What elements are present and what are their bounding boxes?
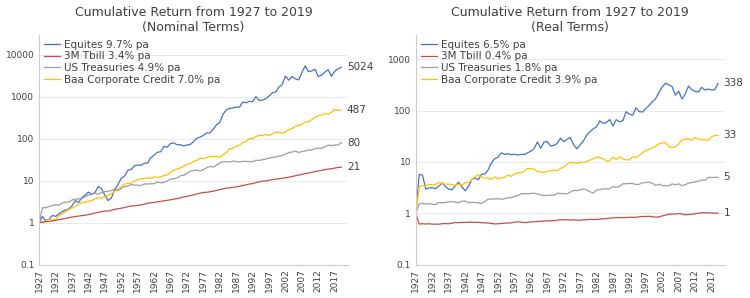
Baa Corporate Credit 7.0% pa: [186, 162, 195, 165]
Equites 6.5% pa: [412, 212, 421, 215]
Baa Corporate Credit 3.9% pa: [451, 183, 460, 187]
Text: 5: 5: [724, 172, 730, 182]
Equites 9.7% pa: [301, 64, 310, 68]
Equites 6.5% pa: [460, 189, 470, 193]
US Treasuries 4.9% pa: [84, 193, 93, 197]
Equites 6.5% pa: [562, 138, 572, 141]
Line: Baa Corporate Credit 3.9% pa: Baa Corporate Credit 3.9% pa: [416, 135, 718, 213]
Baa Corporate Credit 3.9% pa: [474, 173, 483, 176]
Equites 6.5% pa: [651, 97, 660, 100]
Baa Corporate Credit 3.9% pa: [562, 162, 572, 166]
3M Tbill 3.4% pa: [274, 177, 284, 181]
US Treasuries 4.9% pa: [186, 169, 195, 173]
3M Tbill 3.4% pa: [337, 165, 346, 169]
Baa Corporate Credit 7.0% pa: [34, 221, 44, 224]
Equites 9.7% pa: [186, 143, 195, 146]
3M Tbill 0.4% pa: [454, 221, 463, 224]
US Treasuries 1.8% pa: [451, 200, 460, 204]
Line: US Treasuries 1.8% pa: US Treasuries 1.8% pa: [416, 177, 718, 213]
3M Tbill 3.4% pa: [244, 182, 254, 186]
Equites 9.7% pa: [74, 201, 83, 204]
Equites 9.7% pa: [34, 221, 44, 224]
Text: 487: 487: [346, 105, 367, 115]
Baa Corporate Credit 3.9% pa: [460, 181, 470, 184]
Baa Corporate Credit 7.0% pa: [330, 108, 339, 111]
Equites 6.5% pa: [713, 82, 722, 85]
Baa Corporate Credit 7.0% pa: [337, 108, 346, 112]
US Treasuries 1.8% pa: [704, 176, 712, 179]
3M Tbill 3.4% pa: [74, 214, 83, 218]
Line: Equites 6.5% pa: Equites 6.5% pa: [416, 83, 718, 213]
Line: Equites 9.7% pa: Equites 9.7% pa: [39, 66, 341, 223]
US Treasuries 4.9% pa: [337, 141, 346, 145]
Text: 5024: 5024: [346, 62, 374, 72]
US Treasuries 1.8% pa: [474, 201, 483, 205]
Legend: Equites 9.7% pa, 3M Tbill 3.4% pa, US Treasuries 4.9% pa, Baa Corporate Credit 7: Equites 9.7% pa, 3M Tbill 3.4% pa, US Tr…: [44, 40, 220, 85]
3M Tbill 0.4% pa: [713, 212, 722, 215]
Baa Corporate Credit 7.0% pa: [84, 200, 93, 203]
Equites 9.7% pa: [84, 190, 93, 194]
3M Tbill 0.4% pa: [464, 221, 473, 224]
US Treasuries 4.9% pa: [274, 154, 284, 158]
Equites 9.7% pa: [244, 100, 254, 103]
3M Tbill 3.4% pa: [186, 194, 195, 198]
Baa Corporate Credit 7.0% pa: [97, 196, 106, 200]
US Treasuries 4.9% pa: [34, 221, 44, 224]
3M Tbill 0.4% pa: [427, 222, 436, 226]
US Treasuries 4.9% pa: [74, 197, 83, 201]
Baa Corporate Credit 3.9% pa: [622, 158, 631, 162]
Title: Cumulative Return from 1927 to 2019
(Nominal Terms): Cumulative Return from 1927 to 2019 (Nom…: [75, 6, 313, 34]
Baa Corporate Credit 7.0% pa: [244, 137, 254, 140]
US Treasuries 4.9% pa: [97, 191, 106, 194]
Equites 6.5% pa: [451, 184, 460, 187]
Equites 9.7% pa: [337, 66, 346, 69]
3M Tbill 0.4% pa: [477, 221, 486, 224]
US Treasuries 1.8% pa: [713, 176, 722, 179]
Line: Baa Corporate Credit 7.0% pa: Baa Corporate Credit 7.0% pa: [39, 109, 341, 223]
3M Tbill 3.4% pa: [34, 221, 44, 224]
US Treasuries 1.8% pa: [622, 182, 631, 186]
US Treasuries 1.8% pa: [562, 192, 572, 196]
Equites 6.5% pa: [622, 110, 631, 114]
Line: US Treasuries 4.9% pa: US Treasuries 4.9% pa: [39, 143, 341, 223]
Text: 33: 33: [724, 130, 736, 140]
Baa Corporate Credit 3.9% pa: [713, 134, 722, 137]
Baa Corporate Credit 3.9% pa: [412, 212, 421, 215]
Baa Corporate Credit 7.0% pa: [74, 203, 83, 207]
3M Tbill 0.4% pa: [412, 212, 421, 215]
Text: 338: 338: [724, 78, 743, 89]
Line: 3M Tbill 0.4% pa: 3M Tbill 0.4% pa: [416, 213, 718, 224]
Equites 6.5% pa: [474, 178, 483, 181]
US Treasuries 4.9% pa: [244, 160, 254, 163]
3M Tbill 0.4% pa: [625, 215, 634, 219]
Text: 1: 1: [724, 208, 730, 218]
3M Tbill 0.4% pa: [700, 211, 709, 215]
Legend: Equites 6.5% pa, 3M Tbill 0.4% pa, US Treasuries 1.8% pa, Baa Corporate Credit 3: Equites 6.5% pa, 3M Tbill 0.4% pa, US Tr…: [422, 40, 597, 85]
Equites 9.7% pa: [97, 187, 106, 190]
Equites 6.5% pa: [661, 81, 670, 85]
US Treasuries 1.8% pa: [651, 184, 660, 187]
Text: 80: 80: [346, 138, 360, 148]
Equites 9.7% pa: [274, 86, 284, 89]
Line: 3M Tbill 3.4% pa: 3M Tbill 3.4% pa: [39, 167, 341, 223]
3M Tbill 0.4% pa: [655, 215, 664, 219]
3M Tbill 3.4% pa: [97, 210, 106, 213]
Title: Cumulative Return from 1927 to 2019
(Real Terms): Cumulative Return from 1927 to 2019 (Rea…: [452, 6, 689, 34]
3M Tbill 3.4% pa: [84, 213, 93, 216]
3M Tbill 0.4% pa: [566, 218, 574, 222]
Baa Corporate Credit 7.0% pa: [274, 131, 284, 134]
Text: 21: 21: [346, 162, 360, 172]
US Treasuries 1.8% pa: [460, 199, 470, 203]
Baa Corporate Credit 3.9% pa: [651, 144, 660, 148]
US Treasuries 1.8% pa: [412, 212, 421, 215]
